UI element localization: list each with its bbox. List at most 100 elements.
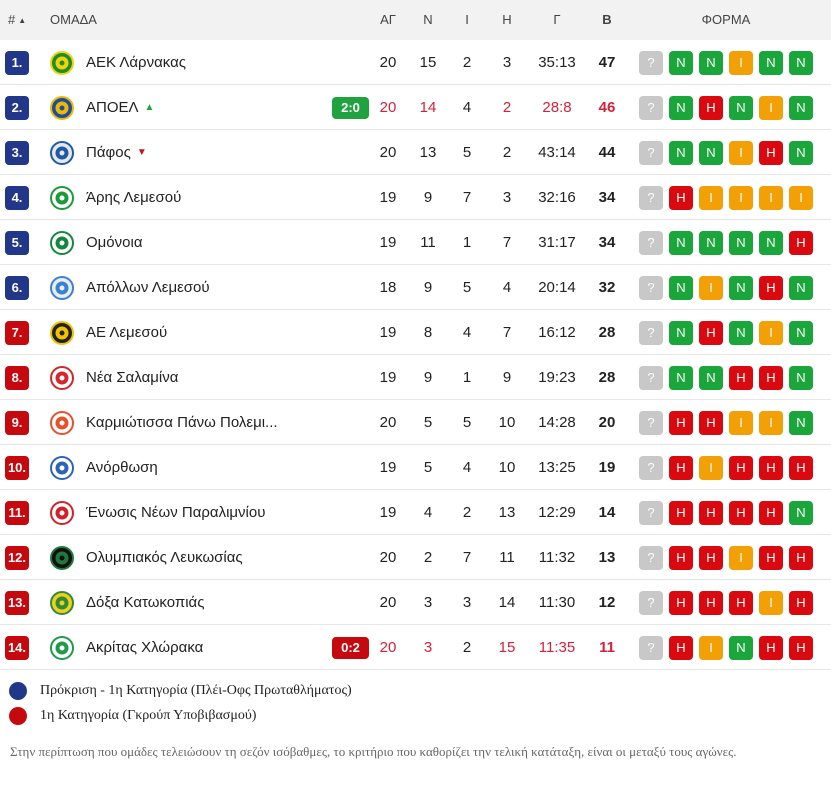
form-loss[interactable]: H — [729, 591, 753, 615]
team-name[interactable]: Ένωσις Νέων Παραλιμνίου — [86, 504, 266, 521]
form-win[interactable]: N — [789, 411, 813, 435]
form-win[interactable]: N — [729, 231, 753, 255]
table-row[interactable]: 9. Καρμιώτισσα Πάνω Πολεμι... 20 5 5 10 14:28 2… — [0, 400, 831, 445]
wins-header[interactable]: Ν — [423, 12, 433, 27]
team-name[interactable]: ΑΠΟΕΛ — [86, 99, 139, 116]
team-logo-icon[interactable] — [50, 96, 74, 120]
form-next-match[interactable]: ? — [639, 411, 663, 435]
form-win[interactable]: N — [759, 231, 783, 255]
form-draw[interactable]: I — [729, 411, 753, 435]
points-header[interactable]: Β — [602, 12, 612, 27]
form-draw[interactable]: I — [699, 186, 723, 210]
team-name[interactable]: Ολυμπιακός Λευκωσίας — [86, 549, 243, 566]
form-loss[interactable]: H — [789, 591, 813, 615]
team-logo-icon[interactable] — [50, 366, 74, 390]
table-row[interactable]: 4. Άρης Λεμεσού 19 9 7 3 32:16 34? H I I I I — [0, 175, 831, 220]
form-win[interactable]: N — [729, 636, 753, 660]
draws-header[interactable]: Ι — [465, 12, 469, 27]
team-logo-icon[interactable] — [50, 276, 74, 300]
team-name[interactable]: Δόξα Κατωκοπιάς — [86, 594, 205, 611]
form-next-match[interactable]: ? — [639, 591, 663, 615]
team-name-cell[interactable]: ΑΕ Λεμεσού — [86, 310, 167, 355]
table-row[interactable]: 14. Ακρίτας Χλώρακα 0:2 20 3 2 15 11:35 11? H I N H H — [0, 625, 831, 670]
form-loss[interactable]: H — [789, 636, 813, 660]
form-next-match[interactable]: ? — [639, 96, 663, 120]
table-row[interactable]: 3. Πάφος ▼ 20 13 5 2 43:14 44? N N I H N — [0, 130, 831, 175]
form-next-match[interactable]: ? — [639, 366, 663, 390]
team-name[interactable]: Πάφος — [86, 144, 131, 161]
goals-header[interactable]: Γ — [553, 12, 561, 27]
form-draw[interactable]: I — [699, 456, 723, 480]
team-name-cell[interactable]: Νέα Σαλαμίνα — [86, 355, 178, 400]
form-win[interactable]: N — [729, 96, 753, 120]
losses-header[interactable]: Η — [502, 12, 512, 27]
form-draw[interactable]: I — [729, 546, 753, 570]
sort-up-icon[interactable]: ▲ — [18, 16, 27, 25]
form-loss[interactable]: H — [759, 276, 783, 300]
team-name-cell[interactable]: Ομόνοια — [86, 220, 143, 265]
live-score-badge[interactable]: 0:2 — [332, 637, 369, 659]
form-draw[interactable]: I — [759, 186, 783, 210]
table-row[interactable]: 8. Νέα Σαλαμίνα 19 9 1 9 19:23 28? N N H H N — [0, 355, 831, 400]
table-row[interactable]: 5. Ομόνοια 19 11 1 7 31:17 34? N N N N H — [0, 220, 831, 265]
team-name-cell[interactable]: Πάφος ▼ — [86, 130, 147, 175]
team-name[interactable]: Ομόνοια — [86, 234, 143, 251]
team-name-cell[interactable]: Απόλλων Λεμεσού — [86, 265, 210, 310]
form-next-match[interactable]: ? — [639, 321, 663, 345]
table-row[interactable]: 7. ΑΕ Λεμεσού 19 8 4 7 16:12 28? N H N I N — [0, 310, 831, 355]
team-name-cell[interactable]: Ολυμπιακός Λευκωσίας — [86, 535, 243, 580]
team-name[interactable]: Άρης Λεμεσού — [86, 189, 182, 206]
form-next-match[interactable]: ? — [639, 276, 663, 300]
form-win[interactable]: N — [669, 321, 693, 345]
form-next-match[interactable]: ? — [639, 456, 663, 480]
team-name-cell[interactable]: ΑΕΚ Λάρνακας — [86, 40, 186, 85]
form-next-match[interactable]: ? — [639, 51, 663, 75]
form-win[interactable]: N — [669, 141, 693, 165]
form-win[interactable]: N — [789, 501, 813, 525]
form-win[interactable]: N — [729, 276, 753, 300]
table-row[interactable]: 11. Ένωσις Νέων Παραλιμνίου 19 4 2 13 12:29 14?… — [0, 490, 831, 535]
form-loss[interactable]: H — [789, 456, 813, 480]
form-loss[interactable]: H — [699, 96, 723, 120]
team-name[interactable]: Ανόρθωση — [86, 459, 158, 476]
team-logo-icon[interactable] — [50, 456, 74, 480]
form-win[interactable]: N — [669, 96, 693, 120]
team-header[interactable]: ΟΜΑΔΑ — [50, 12, 97, 27]
form-loss[interactable]: H — [789, 546, 813, 570]
form-draw[interactable]: I — [759, 96, 783, 120]
form-loss[interactable]: H — [699, 321, 723, 345]
form-draw[interactable]: I — [759, 591, 783, 615]
form-loss[interactable]: H — [759, 636, 783, 660]
team-logo-icon[interactable] — [50, 411, 74, 435]
team-name-cell[interactable]: Άρης Λεμεσού — [86, 175, 181, 220]
form-loss[interactable]: H — [789, 231, 813, 255]
form-win[interactable]: N — [699, 231, 723, 255]
form-loss[interactable]: H — [669, 591, 693, 615]
form-win[interactable]: N — [699, 366, 723, 390]
table-row[interactable]: 2. ΑΠΟΕΛ ▲ 2:0 20 14 4 2 28:8 46? N H N I N — [0, 85, 831, 130]
team-name[interactable]: ΑΕ Λεμεσού — [86, 324, 168, 341]
form-win[interactable]: N — [729, 321, 753, 345]
team-name-cell[interactable]: Δόξα Κατωκοπιάς — [86, 580, 204, 625]
form-loss[interactable]: H — [759, 141, 783, 165]
form-win[interactable]: N — [789, 51, 813, 75]
team-name[interactable]: Νέα Σαλαμίνα — [86, 369, 179, 386]
table-row[interactable]: 10. Ανόρθωση 19 5 4 10 13:25 19? H I H H H — [0, 445, 831, 490]
team-logo-icon[interactable] — [50, 591, 74, 615]
form-loss[interactable]: H — [759, 456, 783, 480]
team-name[interactable]: ΑΕΚ Λάρνακας — [86, 54, 186, 71]
form-win[interactable]: N — [759, 51, 783, 75]
team-logo-icon[interactable] — [50, 321, 74, 345]
form-win[interactable]: N — [789, 366, 813, 390]
form-win[interactable]: N — [789, 96, 813, 120]
form-loss[interactable]: H — [669, 456, 693, 480]
form-draw[interactable]: I — [729, 141, 753, 165]
team-logo-icon[interactable] — [50, 141, 74, 165]
form-loss[interactable]: H — [699, 411, 723, 435]
form-loss[interactable]: H — [759, 546, 783, 570]
team-name-cell[interactable]: ΑΠΟΕΛ ▲ — [86, 85, 154, 130]
form-loss[interactable]: H — [759, 366, 783, 390]
form-loss[interactable]: H — [669, 636, 693, 660]
form-loss[interactable]: H — [699, 546, 723, 570]
team-logo-icon[interactable] — [50, 501, 74, 525]
